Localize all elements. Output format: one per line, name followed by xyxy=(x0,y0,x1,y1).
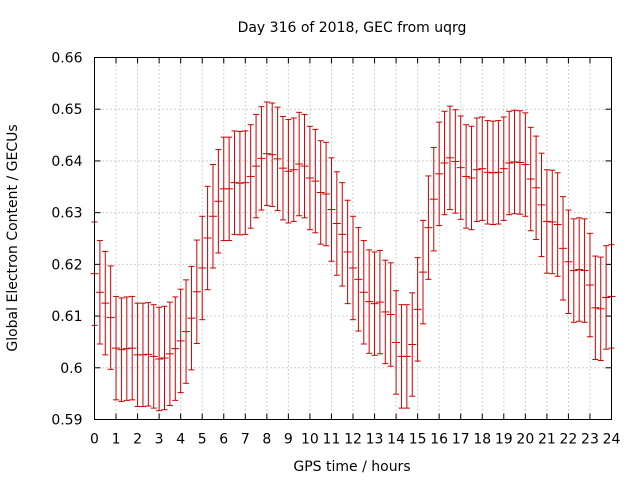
x-tick-label: 8 xyxy=(262,432,271,448)
x-tick-label: 4 xyxy=(176,432,185,448)
x-tick-label: 1 xyxy=(112,432,121,448)
axis-ticks xyxy=(94,57,612,420)
x-tick-label: 15 xyxy=(409,432,427,448)
y-tick-label: 0.64 xyxy=(51,154,82,170)
x-tick-label: 9 xyxy=(284,432,293,448)
x-tick-label: 2 xyxy=(133,432,142,448)
chart-title: Day 316 of 2018, GEC from uqrg xyxy=(238,20,467,36)
x-axis-label: GPS time / hours xyxy=(293,459,410,475)
x-tick-label: 16 xyxy=(430,432,448,448)
x-tick-label: 10 xyxy=(301,432,319,448)
x-tick-label: 0 xyxy=(90,432,99,448)
x-tick-label: 17 xyxy=(452,432,470,448)
y-tick-label: 0.63 xyxy=(51,206,82,222)
x-tick-label: 14 xyxy=(387,432,405,448)
y-tick-label: 0.62 xyxy=(51,257,82,273)
x-tick-label: 20 xyxy=(516,432,534,448)
x-tick-label: 11 xyxy=(323,432,341,448)
x-tick-label: 21 xyxy=(538,432,556,448)
x-tick-labels: 0 1 2 3 4 5 6 7 8 9 10 11 12 13 14 15 16 17 18 19 20 21 22 23 24 xyxy=(90,432,620,448)
x-tick-label: 23 xyxy=(581,432,599,448)
y-axis-label: Global Electron Content / GECUs xyxy=(5,124,21,351)
y-tick-labels: 0.59 0.6 0.61 0.62 0.63 0.64 0.65 0.66 xyxy=(51,51,82,429)
x-tick-label: 13 xyxy=(366,432,384,448)
x-tick-label: 3 xyxy=(155,432,164,448)
x-tick-label: 5 xyxy=(198,432,207,448)
y-tick-label: 0.61 xyxy=(51,309,82,325)
x-tick-label: 19 xyxy=(495,432,513,448)
x-tick-label: 18 xyxy=(473,432,491,448)
x-tick-label: 6 xyxy=(219,432,228,448)
plot-frame xyxy=(94,57,612,420)
x-tick-label: 7 xyxy=(241,432,250,448)
y-tick-label: 0.65 xyxy=(51,102,82,118)
y-tick-label: 0.6 xyxy=(60,361,82,377)
x-tick-label: 22 xyxy=(560,432,578,448)
y-tick-label: 0.66 xyxy=(51,51,82,67)
y-tick-label: 0.59 xyxy=(51,413,82,429)
x-tick-label: 24 xyxy=(603,432,621,448)
x-tick-label: 12 xyxy=(344,432,362,448)
data-series xyxy=(90,101,616,412)
